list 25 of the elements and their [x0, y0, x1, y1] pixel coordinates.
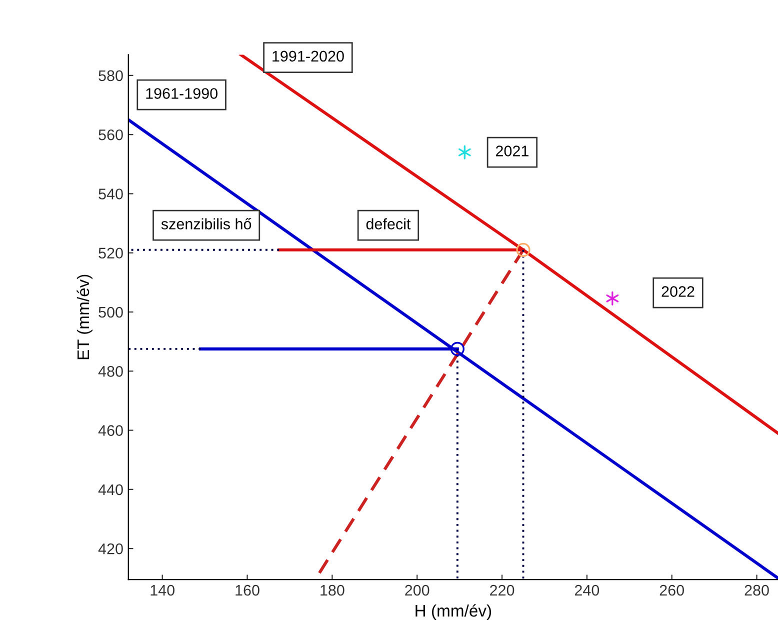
y-tick-label: 540 — [98, 188, 123, 200]
x-tick-label: 260 — [660, 584, 684, 596]
series-label: 1991-2020 — [272, 50, 344, 62]
series-label: 1961-1990 — [146, 88, 218, 99]
y-tick-label: 560 — [98, 129, 123, 140]
y-axis-title: ET (mm/év) — [76, 274, 92, 360]
y-tick-label: 580 — [98, 70, 123, 82]
x-tick-label: 200 — [405, 584, 430, 596]
y-tick-label: 420 — [98, 543, 123, 554]
y-tick-label: 480 — [98, 366, 123, 377]
text: 2022 — [662, 286, 694, 297]
x-tick-label: 280 — [744, 584, 769, 596]
x-tick-label: 220 — [490, 584, 514, 596]
x-tick-label: 140 — [150, 584, 174, 596]
series-label: 2021 — [496, 146, 528, 156]
y-tick-label: 520 — [98, 248, 123, 259]
x-tick-label: 240 — [574, 584, 600, 596]
x-tick-label: 180 — [320, 584, 344, 596]
y-tick-label: 460 — [98, 425, 123, 436]
annotation: szenzibilis hő — [161, 218, 252, 230]
annotation: defecit — [366, 218, 411, 230]
y-tick-label: 500 — [98, 306, 123, 318]
y-tick-label: 440 — [98, 484, 123, 496]
x-tick-label: 160 — [236, 584, 260, 596]
x-axis-title: H (mm/év) — [416, 604, 492, 620]
